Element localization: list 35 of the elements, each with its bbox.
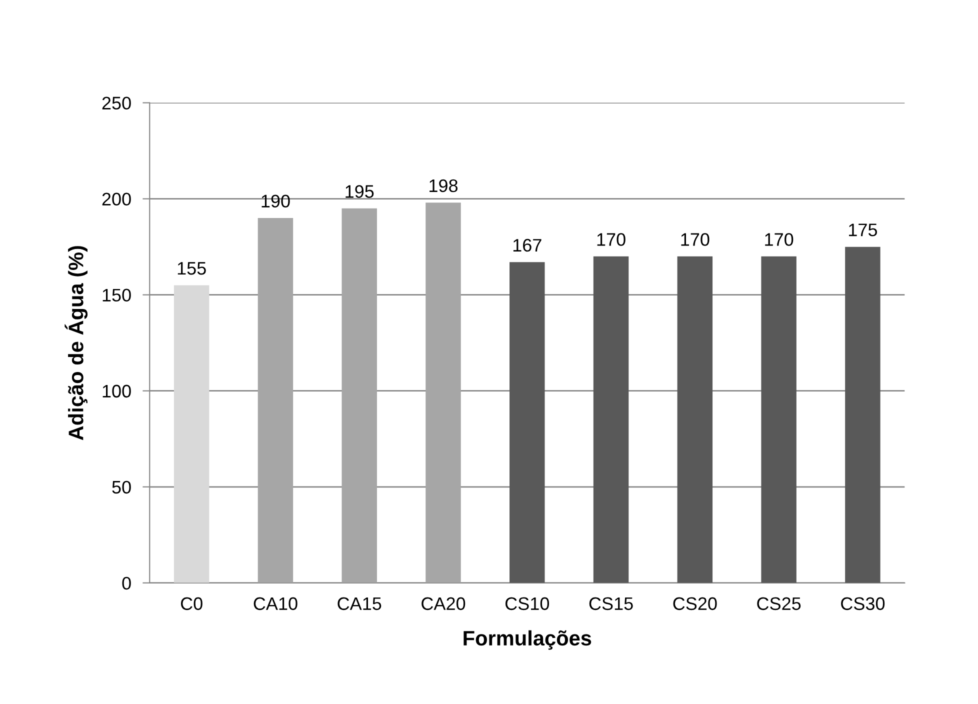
data-label: 170 xyxy=(765,233,794,246)
x-tick-label: CS10 xyxy=(505,597,550,610)
bar xyxy=(761,256,796,583)
data-label: 167 xyxy=(513,238,542,252)
data-label: 155 xyxy=(178,262,206,275)
data-label: 170 xyxy=(681,233,710,246)
x-tick-label: CA20 xyxy=(422,597,466,610)
y-tick-label: 250 xyxy=(102,96,131,110)
data-label: 175 xyxy=(849,224,878,236)
x-tick-label: C0 xyxy=(180,597,202,610)
bar xyxy=(510,262,545,583)
x-tick-label: CS25 xyxy=(757,597,801,610)
y-tick-label: 150 xyxy=(102,288,131,302)
y-tick-label: 0 xyxy=(122,576,131,590)
bar xyxy=(845,246,880,583)
x-tick-label: CA15 xyxy=(338,597,382,610)
x-tick-label: CS30 xyxy=(841,597,885,610)
bar xyxy=(174,285,210,583)
data-label: 195 xyxy=(346,185,374,198)
y-tick-label: 100 xyxy=(102,384,131,398)
x-tick-label: CS15 xyxy=(589,597,633,610)
y-tick-label: 50 xyxy=(112,480,131,494)
x-axis-title: Formulações xyxy=(464,630,592,650)
x-tick-label: CS20 xyxy=(673,597,717,610)
data-label: 170 xyxy=(597,233,626,246)
bar xyxy=(258,218,294,583)
y-axis-title: Adição de Água (%) xyxy=(64,246,88,440)
bar xyxy=(677,256,713,583)
bar xyxy=(426,202,461,583)
y-tick-label: 200 xyxy=(102,192,131,206)
data-label: 198 xyxy=(430,179,458,192)
bar xyxy=(593,256,629,583)
x-tick-label: CA10 xyxy=(254,597,298,610)
data-label: 190 xyxy=(262,194,290,208)
bar xyxy=(342,208,377,583)
